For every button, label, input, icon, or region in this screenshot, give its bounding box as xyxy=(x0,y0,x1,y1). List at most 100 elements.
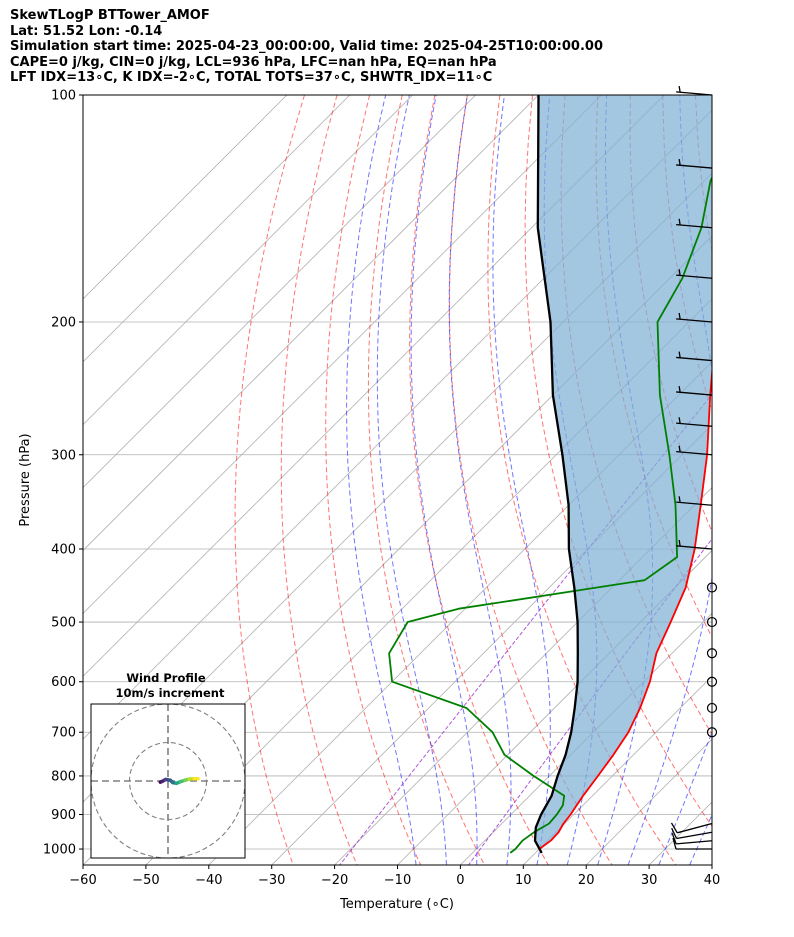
dry-adiabat-line xyxy=(409,95,549,865)
dry-adiabat-line xyxy=(487,95,677,865)
dry-adiabat-line xyxy=(761,95,794,865)
isotherm-line xyxy=(83,95,665,677)
moist-adiabat-line xyxy=(376,95,447,865)
isotherm-line xyxy=(83,95,413,426)
dry-adiabat-line xyxy=(728,95,794,865)
isotherm-line xyxy=(83,95,288,300)
wind-barb-shaft xyxy=(676,545,713,550)
isotherm-line xyxy=(83,95,539,552)
wind-barb-half-feather xyxy=(678,312,681,320)
wind-barb-feather xyxy=(672,837,677,850)
time-line: Simulation start time: 2025-04-23_00:00:… xyxy=(10,39,603,54)
wind-barb-half-feather xyxy=(678,159,681,166)
moist-adiabat-line xyxy=(346,95,417,865)
series-dewpoint-line xyxy=(388,175,712,854)
moist-adiabat-line xyxy=(627,95,712,865)
x-tick-label: −60 xyxy=(69,873,96,888)
wind-barb-half-feather xyxy=(678,445,681,453)
moist-adiabat-line xyxy=(410,95,478,865)
y-tick-label: 500 xyxy=(51,616,76,631)
cape-line: CAPE=0 j/kg, CIN=0 j/kg, LCL=936 hPa, LF… xyxy=(10,54,497,70)
chart-title: SkewTLogP BTTower_AMOF xyxy=(10,8,210,23)
dry-adiabat-line xyxy=(280,95,358,865)
x-tick-label: −50 xyxy=(132,873,159,888)
wind-barb-shaft xyxy=(676,274,713,279)
y-tick-label: 300 xyxy=(51,448,76,463)
isotherm-line xyxy=(334,487,712,865)
wind-barb-shaft xyxy=(676,391,713,396)
wind-barb-shaft xyxy=(676,501,713,506)
isotherm-line xyxy=(397,549,712,865)
x-tick-label: 30 xyxy=(641,873,658,888)
y-tick-label: 900 xyxy=(51,808,76,823)
y-tick-label: 800 xyxy=(51,769,76,784)
hodograph-plot xyxy=(91,704,245,858)
wind-barb-half-feather xyxy=(678,496,681,503)
x-tick-label: −40 xyxy=(195,873,222,888)
isotherm-line xyxy=(523,675,712,865)
wind-barb-feather xyxy=(670,822,678,834)
wind-barb-shaft xyxy=(676,223,713,229)
wind-barb-half-feather xyxy=(678,85,681,93)
wind-barb-half-feather xyxy=(678,539,681,547)
wind-barb-shaft xyxy=(676,356,713,362)
y-tick-label: 1000 xyxy=(43,843,76,858)
x-tick-label: −30 xyxy=(258,873,285,888)
wind-barb-half-feather xyxy=(678,269,681,276)
isotherm-line xyxy=(83,95,476,489)
wind-barb-feather xyxy=(671,832,677,845)
dry-adiabat-line xyxy=(448,95,613,865)
wind-barb-shaft xyxy=(676,450,713,456)
x-tick-label: 0 xyxy=(456,873,464,888)
mixing-ratio-line xyxy=(339,393,712,865)
hodograph-subtitle: 10m/s increment xyxy=(116,686,225,700)
series-parcel-line xyxy=(533,95,579,854)
wind-barb-feather xyxy=(671,827,678,839)
index-line: LFT IDX=13∘C, K IDX=-2∘C, TOTAL TOTS=37∘… xyxy=(10,70,493,85)
fill-layer xyxy=(535,95,712,853)
hodograph-title: Wind Profile xyxy=(126,671,206,685)
x-tick-label: 20 xyxy=(578,873,595,888)
series-temperature-line xyxy=(538,364,712,854)
y-tick-label: 600 xyxy=(51,675,76,690)
moist-adiabat-line xyxy=(492,95,551,865)
wind-barb-shaft xyxy=(677,822,713,834)
location-line: Lat: 51.52 Lon: -0.14 xyxy=(10,23,163,39)
x-tick-label: −10 xyxy=(384,873,411,888)
dry-adiabat-line xyxy=(367,95,485,865)
dry-adiabat-line xyxy=(325,95,422,865)
isotherm-line xyxy=(711,864,712,865)
moist-adiabat-line xyxy=(658,730,712,865)
cin-shading xyxy=(535,95,712,853)
hodograph-frame xyxy=(90,703,246,859)
x-axis-label: Temperature (∘C) xyxy=(339,897,454,912)
isotherm-line xyxy=(83,95,351,363)
wind-barb-half-feather xyxy=(678,218,681,226)
wind-barb-half-feather xyxy=(678,386,681,393)
wind-barb-shaft xyxy=(676,422,713,427)
y-tick-label: 700 xyxy=(51,726,76,741)
profile-layer xyxy=(388,95,712,854)
x-tick-label: 40 xyxy=(704,873,721,888)
x-tick-label: 10 xyxy=(515,873,532,888)
y-tick-label: 100 xyxy=(51,89,76,104)
wind-barb-half-feather xyxy=(678,417,681,424)
isotherm-line xyxy=(145,298,712,865)
wind-barb-shaft xyxy=(676,318,713,323)
y-tick-label: 400 xyxy=(51,542,76,557)
y-tick-label: 200 xyxy=(51,315,76,330)
wind-barb-shaft xyxy=(676,164,713,169)
y-axis-label: Pressure (hPa) xyxy=(18,433,33,526)
x-tick-label: −20 xyxy=(321,873,348,888)
wind-barb-shaft xyxy=(676,840,713,845)
chart-header: SkewTLogP BTTower_AMOF Lat: 51.52 Lon: -… xyxy=(10,8,603,86)
hodograph: Wind Profile 10m/s increment xyxy=(90,671,246,859)
moist-adiabat-line xyxy=(448,95,512,865)
wind-barb-half-feather xyxy=(678,351,681,358)
dry-adiabat-line xyxy=(234,95,305,865)
isotherm-line xyxy=(83,95,602,614)
wind-barb-shaft xyxy=(676,831,713,840)
wind-barb-shaft xyxy=(676,91,713,96)
